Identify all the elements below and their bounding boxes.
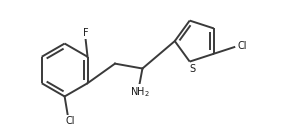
Text: Cl: Cl	[66, 116, 75, 126]
Text: NH$_2$: NH$_2$	[130, 85, 149, 99]
Text: S: S	[190, 64, 196, 74]
Text: F: F	[83, 28, 88, 38]
Text: Cl: Cl	[238, 41, 247, 51]
